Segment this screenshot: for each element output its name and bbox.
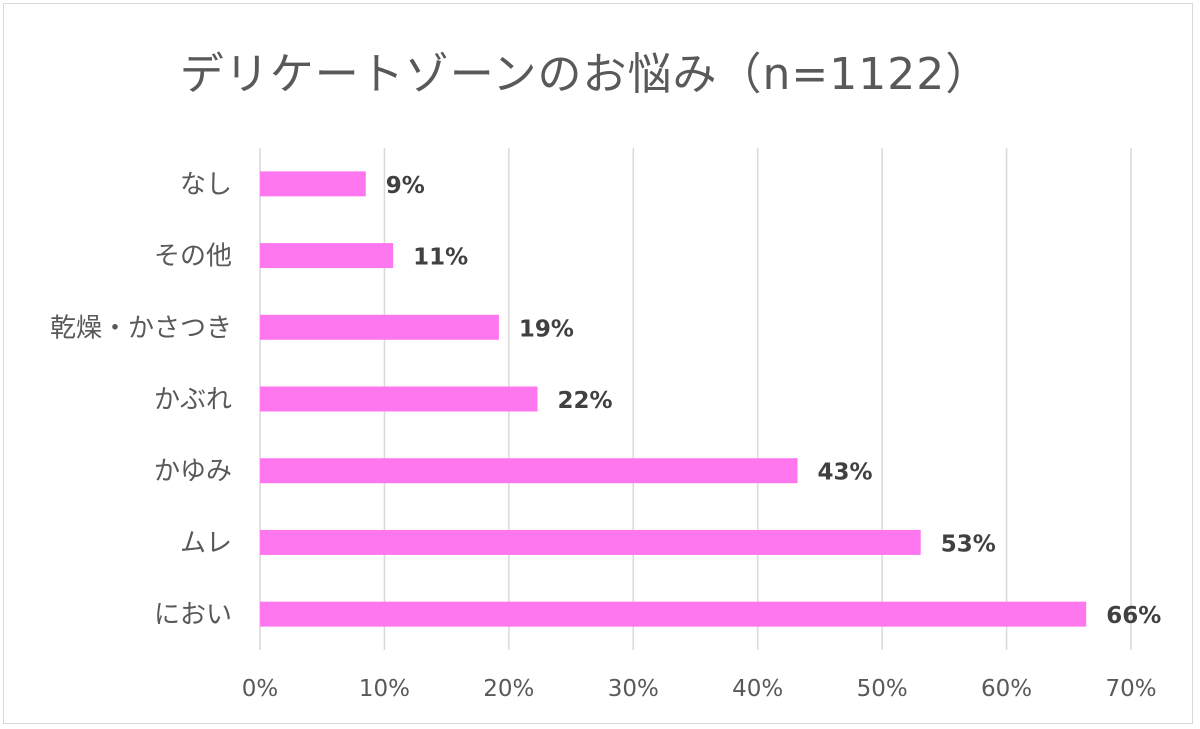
x-tick-label: 50% [857,676,908,702]
data-label: 11% [413,245,468,271]
bar [260,601,1087,627]
bars [260,171,1087,627]
x-tick-labels: 0% 10% 20% 30% 40% 50% 60% 70% [242,676,1157,702]
x-tick-label: 20% [483,676,534,702]
data-label: 53% [941,531,996,557]
data-label: 43% [818,460,873,486]
category-label: かゆみ [154,457,232,487]
category-label: 乾燥・かさつき [50,313,232,343]
bar [260,458,798,484]
category-label: なし [180,170,232,200]
bar [260,171,366,197]
data-labels: 9% 11% 19% 22% 43% 53% 66% [386,173,1162,629]
x-tick-label: 0% [242,676,279,702]
data-label: 19% [519,316,574,342]
x-tick-label: 40% [732,676,783,702]
x-tick-label: 10% [359,676,410,702]
data-label: 66% [1106,603,1161,629]
x-tick-label: 60% [981,676,1032,702]
bar [260,529,921,555]
chart-title: デリケートゾーンのお悩み（n=1122） [179,49,991,100]
data-label: 9% [386,173,425,199]
bar [260,243,394,269]
bar [260,314,499,340]
x-tick-label: 70% [1105,676,1156,702]
bar [260,386,538,412]
data-label: 22% [557,388,612,414]
category-label: かぶれ [154,385,232,415]
category-label: ムレ [180,528,232,558]
category-label: その他 [154,242,232,272]
category-label: におい [154,600,232,630]
x-tick-label: 30% [608,676,659,702]
